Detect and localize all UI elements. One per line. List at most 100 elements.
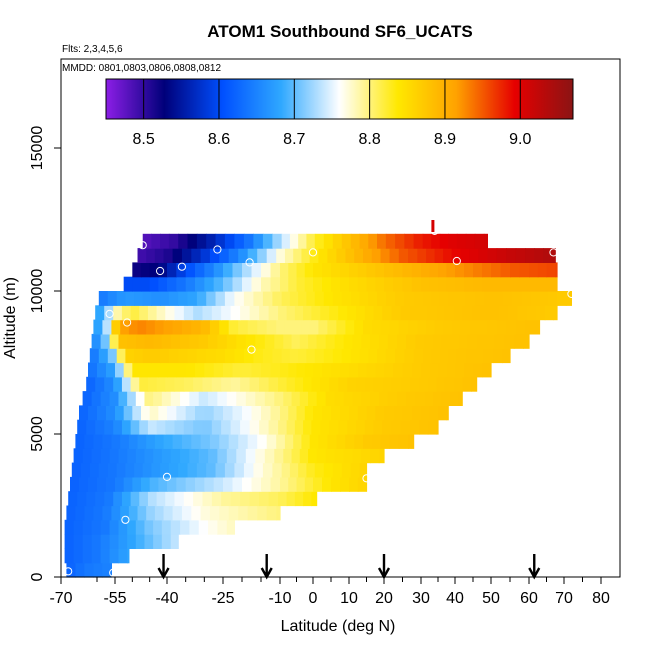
heatmap-cell bbox=[75, 562, 85, 578]
heatmap-cell bbox=[356, 419, 366, 435]
heatmap-cell bbox=[109, 448, 120, 464]
heatmap-cell bbox=[132, 262, 142, 278]
heatmap-cell bbox=[118, 333, 128, 349]
heatmap-cell bbox=[496, 248, 507, 263]
heatmap-cell bbox=[352, 448, 362, 464]
heatmap-cell bbox=[178, 291, 189, 306]
heatmap-cell bbox=[371, 319, 382, 335]
heatmap-cell bbox=[446, 262, 456, 278]
heatmap-cell bbox=[189, 333, 200, 349]
heatmap-cell bbox=[465, 291, 476, 306]
heatmap-cell bbox=[107, 291, 118, 306]
heatmap-cell bbox=[385, 233, 396, 249]
heatmap-cell bbox=[308, 448, 318, 464]
heatmap-cell bbox=[139, 305, 149, 321]
heatmap-cell bbox=[170, 534, 179, 549]
heatmap-cell bbox=[247, 434, 258, 449]
heatmap-cell bbox=[170, 333, 181, 349]
heatmap-cell bbox=[209, 434, 220, 449]
heatmap-cell bbox=[338, 305, 348, 321]
heatmap-cell bbox=[473, 276, 483, 292]
heatmap-cell bbox=[438, 262, 448, 278]
heatmap-cell bbox=[352, 391, 362, 406]
heatmap-cell bbox=[322, 405, 332, 421]
heatmap-cell bbox=[123, 362, 133, 378]
heatmap-cell bbox=[106, 405, 116, 421]
heatmap-cell bbox=[462, 305, 472, 321]
heatmap-cell bbox=[378, 448, 385, 464]
observation-point bbox=[549, 248, 558, 257]
heatmap-cell bbox=[217, 519, 228, 535]
heatmap-cell bbox=[193, 376, 204, 392]
heatmap-cell bbox=[500, 262, 511, 278]
heatmap-cell bbox=[73, 534, 84, 549]
heatmap-cell bbox=[327, 434, 337, 449]
heatmap-cell bbox=[471, 376, 478, 392]
heatmap-cell bbox=[311, 305, 321, 321]
heatmap-cell bbox=[378, 391, 389, 406]
heatmap-cell bbox=[219, 505, 230, 521]
heatmap-cell bbox=[424, 333, 434, 349]
heatmap-cell bbox=[172, 319, 183, 335]
heatmap-cell bbox=[240, 491, 251, 507]
heatmap-cell bbox=[460, 248, 470, 263]
heatmap-cell bbox=[208, 333, 218, 349]
observation-point bbox=[177, 262, 186, 271]
heatmap-cell bbox=[91, 333, 102, 349]
heatmap-cell bbox=[491, 276, 502, 292]
heatmap-cell bbox=[161, 448, 172, 464]
heatmap-cell bbox=[144, 333, 154, 349]
heatmap-cell bbox=[230, 491, 241, 507]
heatmap-cell bbox=[259, 491, 270, 507]
observation-point bbox=[245, 258, 254, 267]
heatmap-cell bbox=[334, 391, 345, 406]
heatmap-cell bbox=[537, 276, 548, 292]
heatmap-cell bbox=[137, 319, 147, 335]
heatmap-cell bbox=[408, 319, 418, 335]
heatmap-cell bbox=[413, 348, 424, 364]
heatmap-cell bbox=[478, 248, 488, 263]
heatmap-cell bbox=[474, 291, 485, 306]
heatmap-cell bbox=[368, 233, 378, 249]
heatmap-cell bbox=[232, 476, 243, 492]
heatmap-cell bbox=[137, 434, 147, 449]
heatmap-cell bbox=[228, 319, 239, 335]
heatmap-cell bbox=[347, 376, 357, 392]
heatmap-cell bbox=[436, 376, 446, 392]
heatmap-cell bbox=[304, 405, 314, 421]
heatmap-cell bbox=[276, 434, 286, 449]
heatmap-cell bbox=[158, 362, 168, 378]
heatmap-cell bbox=[253, 291, 264, 306]
x-axis: -70 -55 -40 -25 -10 0 10 20 30 40 50 60 70 80 bbox=[49, 577, 610, 607]
heatmap-cell bbox=[530, 291, 541, 306]
heatmap-cell bbox=[102, 562, 112, 578]
heatmap-cell bbox=[160, 233, 170, 249]
heatmap-cell bbox=[363, 434, 373, 449]
heatmap-cell bbox=[100, 519, 111, 535]
heatmap-cell bbox=[396, 333, 407, 349]
heatmap-cell bbox=[341, 462, 352, 478]
heatmap-cell bbox=[370, 391, 380, 406]
heatmap-cell bbox=[93, 434, 103, 449]
heatmap-cell bbox=[304, 276, 314, 292]
heatmap-cell bbox=[213, 262, 224, 278]
heatmap-cell bbox=[382, 419, 392, 435]
heatmap-cell bbox=[427, 419, 437, 435]
heatmap-cell bbox=[141, 476, 151, 492]
heatmap-cell bbox=[320, 376, 330, 392]
heatmap-cell bbox=[104, 305, 114, 321]
heatmap-cell bbox=[115, 476, 125, 492]
heatmap-cell bbox=[299, 448, 309, 464]
heatmap-cell bbox=[142, 348, 152, 364]
heatmap-cell bbox=[340, 262, 350, 278]
heatmap-cell bbox=[361, 448, 371, 464]
heatmap-cell bbox=[370, 333, 380, 349]
heatmap-cell bbox=[434, 248, 444, 263]
heatmap-cell bbox=[419, 305, 429, 321]
heatmap-cell bbox=[443, 248, 453, 263]
heatmap-cell bbox=[86, 419, 96, 435]
heatmap-cell bbox=[303, 419, 312, 435]
heatmap-cell bbox=[116, 291, 126, 306]
heatmap-cell bbox=[508, 305, 519, 321]
heatmap-cell bbox=[147, 376, 158, 392]
